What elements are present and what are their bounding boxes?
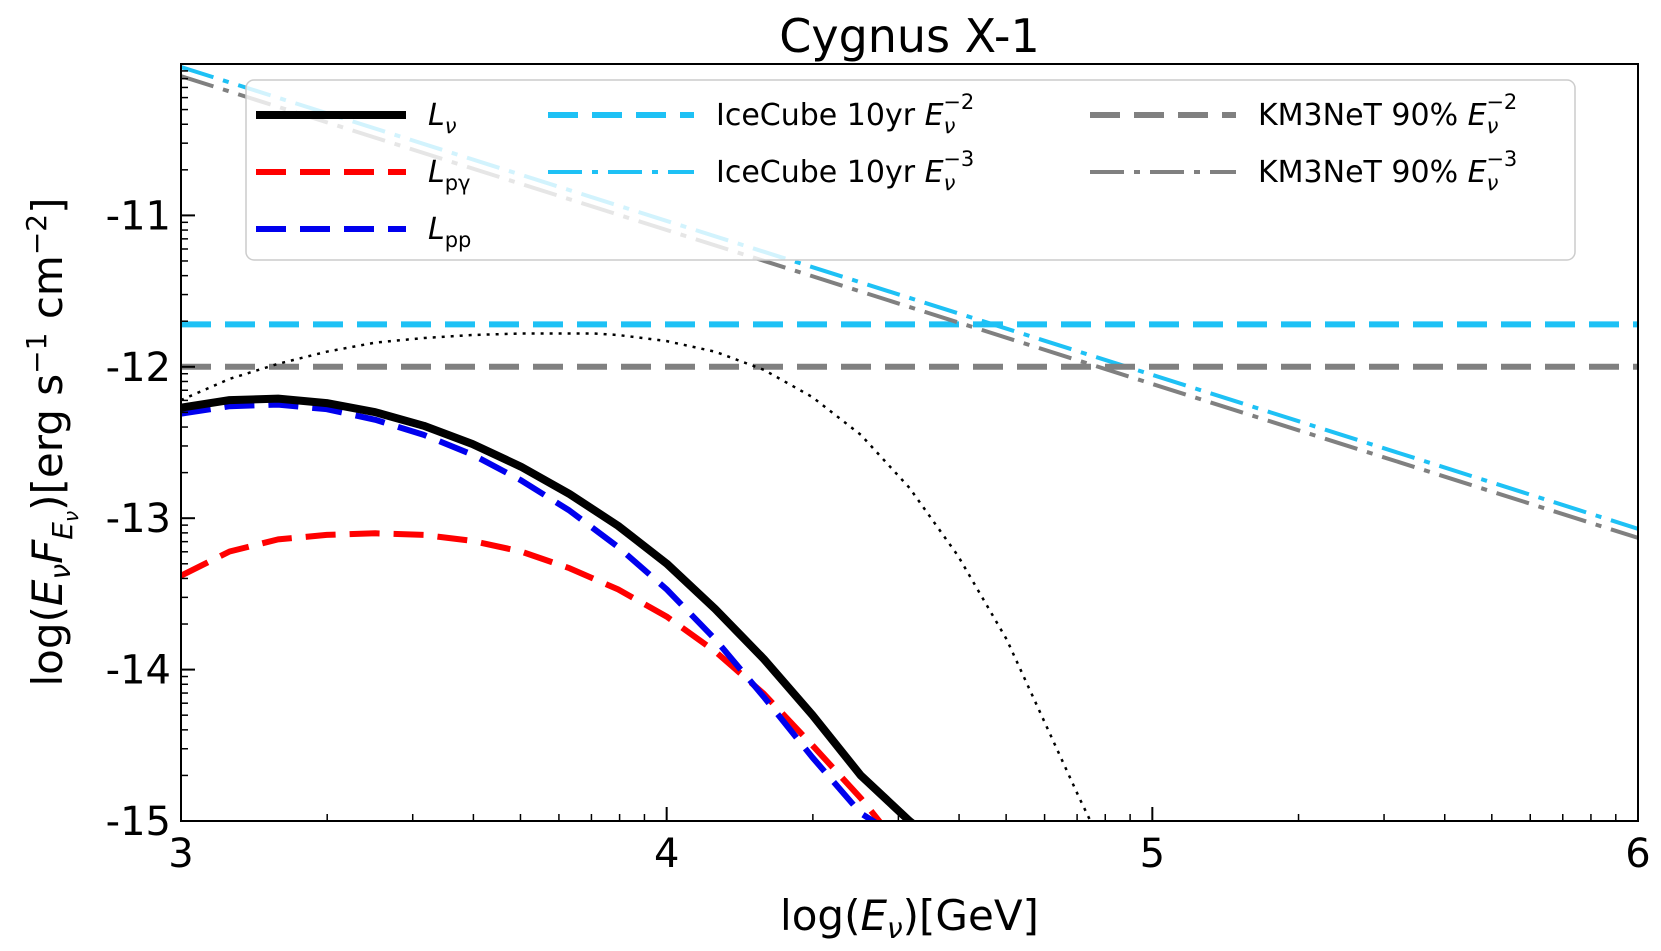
y-tick-label: -11 <box>106 193 171 239</box>
x-axis-label: log(Eν)[GeV] <box>780 891 1039 945</box>
legend-item-lp: Lpγ <box>256 155 470 195</box>
legend: Lν Lpγ Lpp IceCube 10yr Eν−2 IceCube 10yr Eν… <box>245 79 1576 261</box>
legend-item-icecube-10yr-e-3: IceCube 10yr Eν−3 <box>548 147 974 195</box>
legend-label: Lpγ <box>428 155 470 195</box>
legend-label: Lν <box>428 98 457 138</box>
y-tick-label: -13 <box>106 496 171 542</box>
legend-label: KM3NeT 90% Eν−2 <box>1258 90 1517 138</box>
series-line-lp <box>181 530 883 821</box>
y-axis-label: log(EνFEν)[erg s−1 cm−2] <box>20 197 83 686</box>
legend-label: IceCube 10yr Eν−3 <box>716 147 974 195</box>
series-line-unlabeled-dotted <box>181 332 1092 821</box>
legend-item-km3net-90-e-2: KM3NeT 90% Eν−2 <box>1090 90 1517 138</box>
legend-item-icecube-10yr-e-2: IceCube 10yr Eν−2 <box>548 90 974 138</box>
axis-ticks: 3 4 5 6 -11 -12 -13 -14 -15 <box>106 70 1651 877</box>
x-tick-label: 3 <box>168 831 193 877</box>
legend-label: Lpp <box>428 212 471 252</box>
chart-title: Cygnus X-1 <box>779 9 1040 63</box>
x-tick-label: 4 <box>654 831 679 877</box>
plot-area-frame <box>180 63 1639 822</box>
legend-label: IceCube 10yr Eν−2 <box>716 90 974 138</box>
legend-box <box>245 79 1576 261</box>
legend-item-l: Lν <box>256 98 457 138</box>
y-tick-label: -14 <box>106 648 171 694</box>
x-tick-label: 5 <box>1140 831 1165 877</box>
series-line-lpp <box>181 401 879 821</box>
y-tick-label: -15 <box>106 799 171 845</box>
legend-label: KM3NeT 90% Eν−3 <box>1258 147 1517 195</box>
x-tick-label: 6 <box>1625 831 1650 877</box>
legend-item-lpp: Lpp <box>256 212 471 252</box>
legend-item-km3net-90-e-3: KM3NeT 90% Eν−3 <box>1090 147 1517 195</box>
series-line-l <box>181 394 916 821</box>
y-tick-label: -12 <box>106 345 171 391</box>
